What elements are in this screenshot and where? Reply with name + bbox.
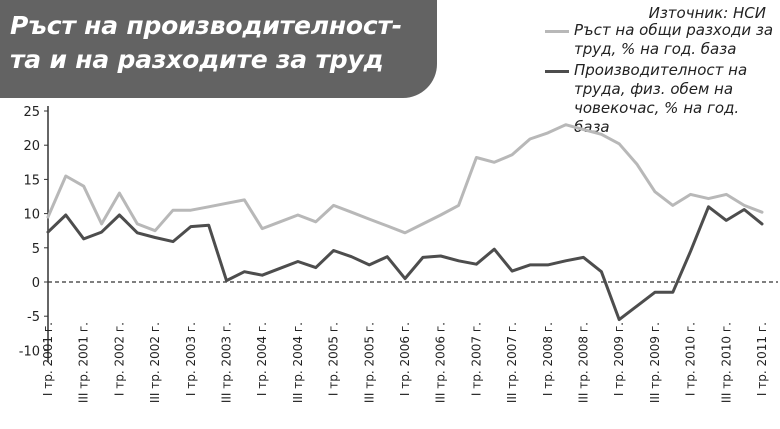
x-tick-label: III тр. 2009 г.: [648, 322, 662, 403]
x-tick-label: III тр. 2005 г.: [362, 322, 376, 403]
x-tick-label: I тр. 2007 г.: [469, 322, 483, 396]
y-tick-label: 15: [23, 173, 40, 188]
legend-swatch-costs: [545, 30, 569, 33]
y-tick-label: 25: [23, 105, 40, 120]
x-tick-label: I тр. 2008 г.: [541, 322, 555, 396]
legend-label-productivity: Производителност на труда, физ. обем на …: [574, 61, 748, 136]
x-tick-label: I тр. 2011 г.: [755, 322, 769, 396]
legend-swatch-productivity: [545, 70, 569, 73]
x-tick-label: III тр. 2004 г.: [291, 322, 305, 403]
x-tick-label: III тр. 2003 г.: [220, 322, 234, 403]
chart-title-line-2: та и на разходите за труд: [10, 45, 384, 74]
x-tick-label: I тр. 2004 г.: [255, 322, 269, 396]
legend-label-costs: Ръст на общи разходи за труд, % на год. …: [574, 21, 774, 58]
x-tick-label: I тр. 2010 г.: [684, 322, 698, 396]
y-tick-label: 10: [23, 208, 40, 223]
series-line-labor-costs: [46, 123, 764, 235]
x-tick-label: III тр. 2007 г.: [505, 322, 519, 403]
x-axis-ticks: I тр. 2001 г. III тр. 2001 г. I тр. 2002 г…: [41, 322, 769, 403]
x-tick-label: III тр. 2010 г.: [719, 322, 733, 403]
x-tick-label: I тр. 2009 г.: [612, 322, 626, 396]
y-tick-label: -5: [27, 310, 40, 325]
x-tick-label: III тр. 2001 г.: [77, 322, 91, 403]
chart-axes: [47, 106, 778, 362]
chart-title-line-1: Ръст на производителност-: [10, 11, 402, 40]
x-tick-label: I тр. 2006 г.: [398, 322, 412, 396]
chart-lines: [46, 123, 764, 322]
x-tick-label: III тр. 2002 г.: [148, 322, 162, 403]
legend-entry-costs: Ръст на общи разходи за труд, % на год. …: [545, 21, 779, 59]
series-line-productivity: [46, 205, 764, 322]
x-tick-label: III тр. 2006 г.: [434, 322, 448, 403]
x-tick-label: III тр. 2008 г.: [577, 322, 591, 403]
source-label: Източник: НСИ: [648, 4, 766, 22]
chart-title-box: Ръст на производителност- та и на разход…: [0, 0, 437, 98]
x-tick-label: I тр. 2001 г.: [41, 322, 55, 396]
x-tick-label: I тр. 2005 г.: [327, 322, 341, 396]
y-tick-label: 20: [23, 139, 40, 154]
y-tick-label: -10: [19, 344, 40, 359]
y-tick-label: 0: [32, 276, 40, 291]
y-tick-label: 5: [32, 242, 40, 257]
x-tick-label: I тр. 2002 г.: [112, 322, 126, 396]
legend-entry-productivity: Производителност на труда, физ. обем на …: [545, 61, 779, 137]
x-tick-label: I тр. 2003 г.: [184, 322, 198, 396]
y-axis-ticks: 25 20 15 10 5 0 -5 -10: [19, 105, 48, 359]
